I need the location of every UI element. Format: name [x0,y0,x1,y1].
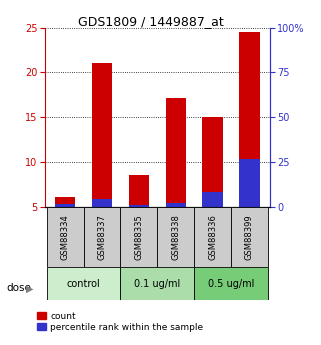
Text: ▶: ▶ [26,284,33,294]
Bar [157,207,194,267]
Bar [129,175,149,207]
Text: GSM88338: GSM88338 [171,214,180,260]
Bar [120,267,194,300]
Text: GSM88335: GSM88335 [134,214,143,260]
Bar [194,267,268,300]
Bar [166,98,186,207]
Text: GSM88334: GSM88334 [61,214,70,260]
Bar [47,207,83,267]
Bar [55,204,75,207]
Bar [83,207,120,267]
Bar [92,63,112,207]
Bar [194,207,231,267]
Text: control: control [67,279,100,289]
Bar [55,197,75,207]
Text: GSM88336: GSM88336 [208,214,217,260]
Text: dose: dose [6,283,31,293]
Bar [239,159,259,207]
Text: GDS1809 / 1449887_at: GDS1809 / 1449887_at [78,16,224,29]
Text: GSM88399: GSM88399 [245,214,254,260]
Text: 0.5 ug/ml: 0.5 ug/ml [208,279,254,289]
Legend: count, percentile rank within the sample: count, percentile rank within the sample [37,312,203,332]
Bar [231,207,268,267]
Bar [129,205,149,207]
Bar [203,192,223,207]
Bar [120,207,157,267]
Bar [203,117,223,207]
Bar [92,199,112,207]
Text: 0.1 ug/ml: 0.1 ug/ml [134,279,180,289]
Bar [166,203,186,207]
Text: GSM88337: GSM88337 [98,214,107,260]
Bar [239,32,259,207]
Bar [47,267,120,300]
